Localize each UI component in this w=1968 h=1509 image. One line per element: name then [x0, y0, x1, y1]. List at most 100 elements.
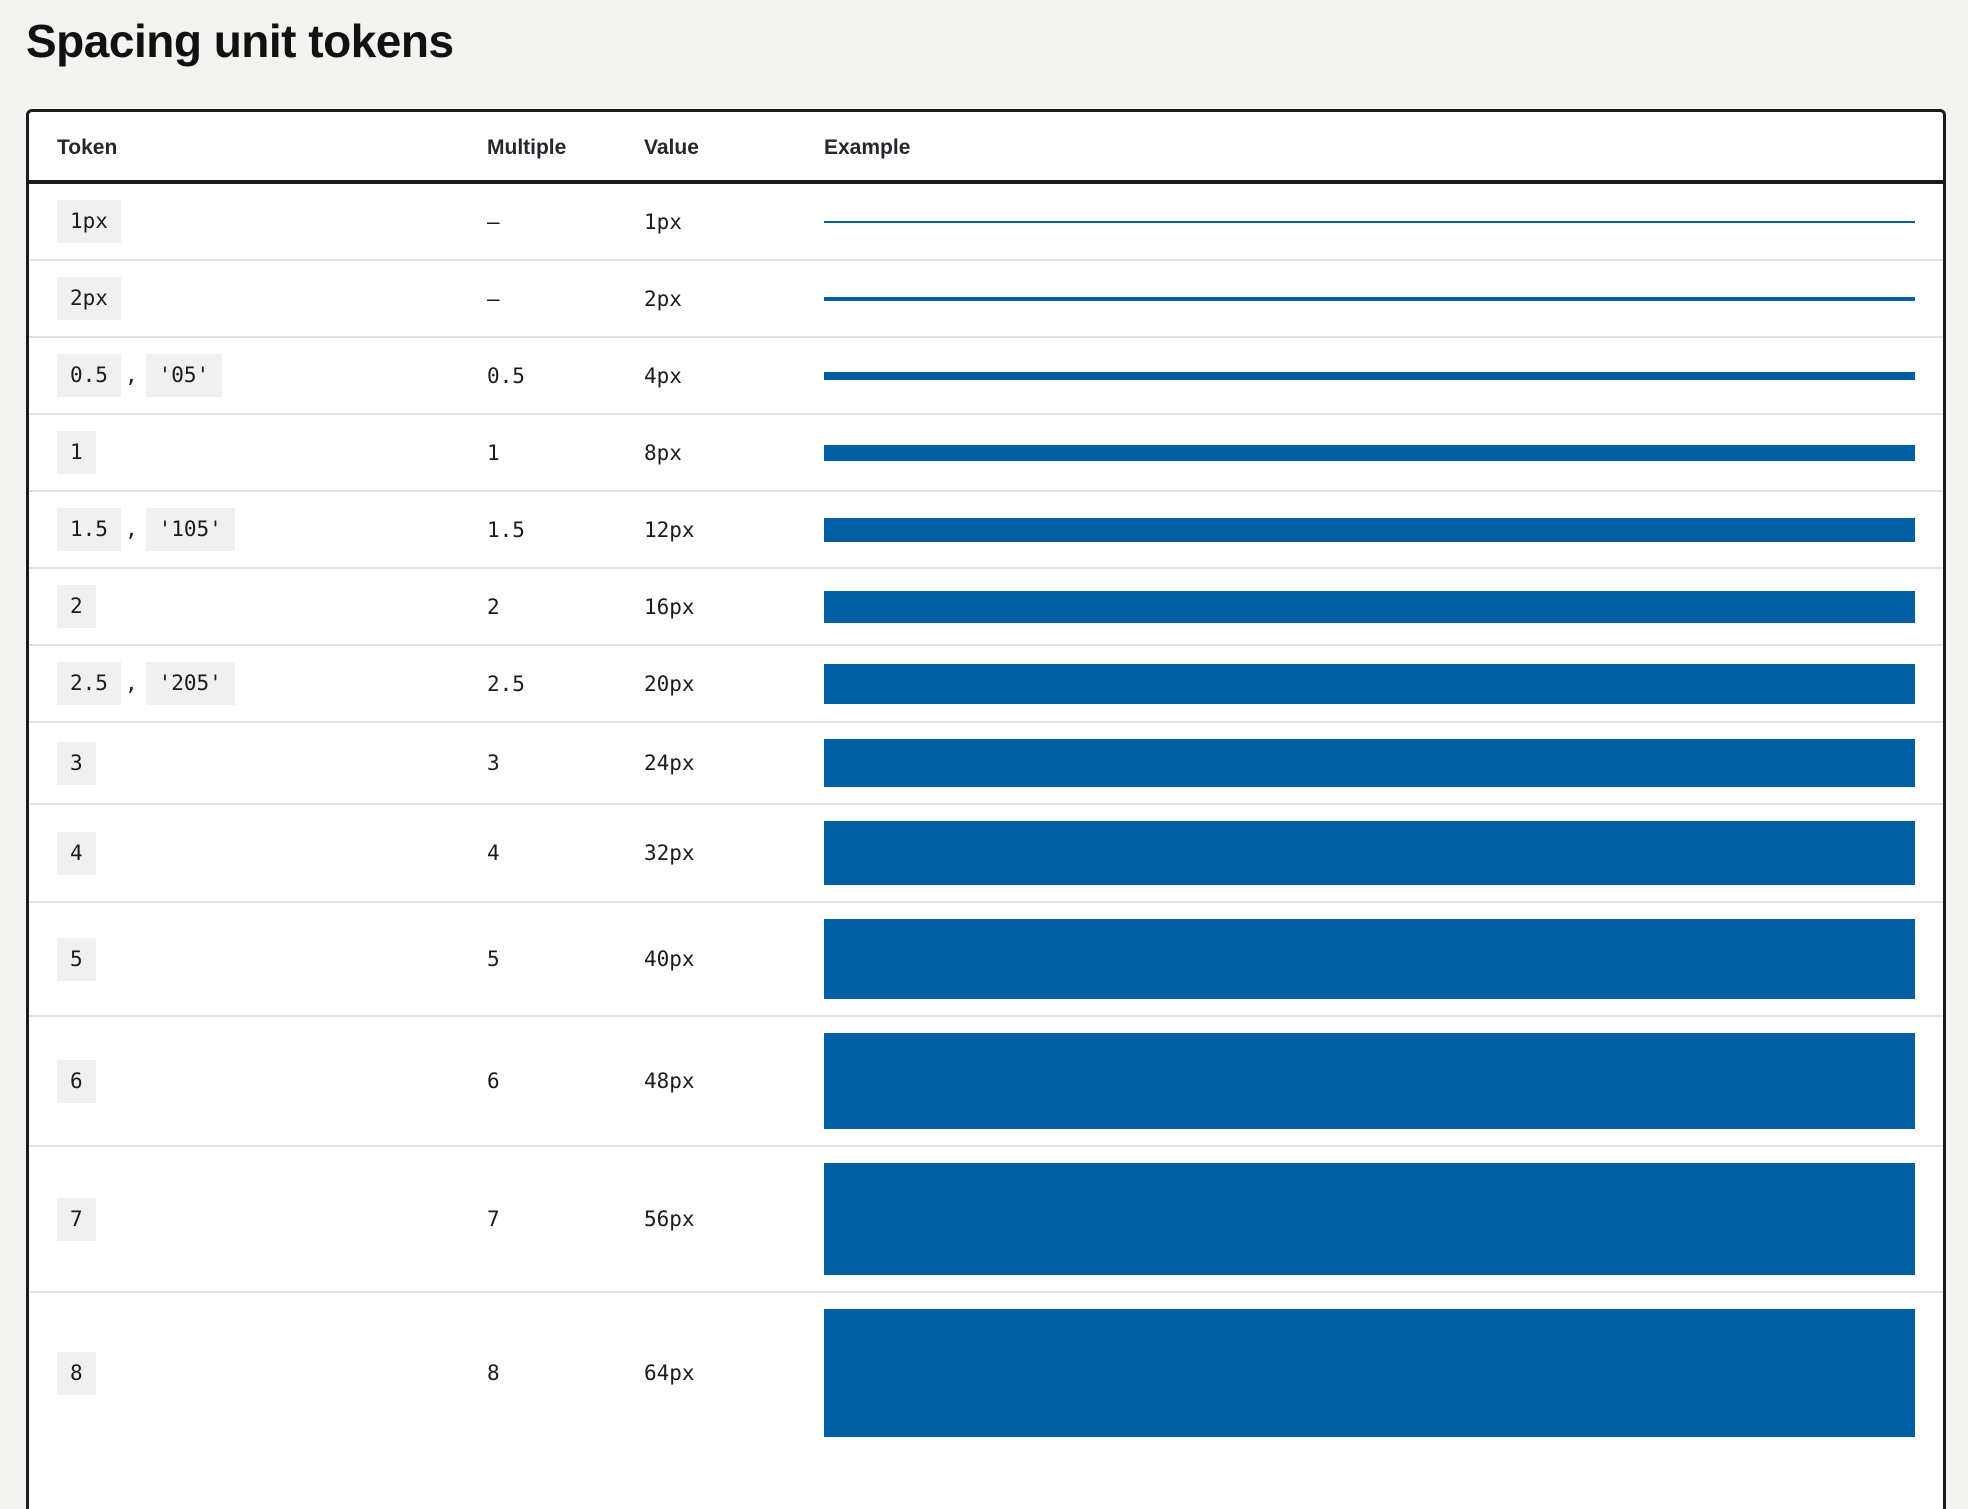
multiple-cell: 8 — [459, 1291, 616, 1454]
table-row: 2 2 16px — [29, 567, 1943, 646]
spacing-example-bar — [824, 220, 1915, 223]
example-cell — [796, 1145, 1943, 1293]
example-cell — [796, 721, 1943, 805]
multiple-cell: 1.5 — [459, 490, 616, 569]
token-cell: 1.5, '105' — [29, 490, 459, 569]
token-cell: 6 — [29, 1015, 459, 1147]
multiple-cell: 2 — [459, 567, 616, 646]
token-cell: 1 — [29, 413, 459, 492]
spacing-example-bar — [824, 371, 1915, 380]
token-cell: 2 — [29, 567, 459, 646]
value-cell: 2px — [616, 259, 796, 338]
table-row: 0.5, '05' 0.5 4px — [29, 336, 1943, 415]
token-cell: 1px — [29, 182, 459, 260]
table-row: 5 5 40px — [29, 901, 1943, 1017]
table-row: 1.5, '105' 1.5 12px — [29, 490, 1943, 569]
token-badge: 1.5 — [57, 508, 121, 552]
value-cell: 4px — [616, 336, 796, 415]
token-badge: 4 — [57, 831, 96, 875]
multiple-cell: – — [459, 259, 616, 338]
spacing-example-bar — [824, 821, 1915, 886]
value-cell: 8px — [616, 413, 796, 492]
example-cell — [796, 803, 1943, 903]
table-row: 7 7 56px — [29, 1145, 1943, 1293]
example-cell — [796, 259, 1943, 338]
token-cell: 2.5, '205' — [29, 644, 459, 723]
value-cell: 56px — [616, 1145, 796, 1293]
multiple-cell: 5 — [459, 901, 616, 1017]
value-cell: 40px — [616, 901, 796, 1017]
token-cell: 7 — [29, 1145, 459, 1293]
token-badge: 2.5 — [57, 662, 121, 706]
multiple-cell: 0.5 — [459, 336, 616, 415]
token-badge: 5 — [57, 937, 96, 981]
token-badge: 6 — [57, 1059, 96, 1103]
example-cell — [796, 644, 1943, 723]
table-header-row: Token Multiple Value Example — [29, 112, 1943, 185]
token-cell: 8 — [29, 1291, 459, 1454]
spacing-example-bar — [824, 1163, 1915, 1276]
value-cell: 64px — [616, 1291, 796, 1454]
multiple-cell: 7 — [459, 1145, 616, 1293]
value-cell: 48px — [616, 1015, 796, 1147]
token-badge: 1px — [57, 200, 121, 244]
value-cell: 20px — [616, 644, 796, 723]
spacing-example-bar — [824, 590, 1915, 623]
value-cell: 16px — [616, 567, 796, 646]
token-badge: 1 — [57, 431, 96, 475]
token-badge: 2px — [57, 277, 121, 321]
column-header: Token — [29, 112, 459, 185]
column-header: Example — [796, 112, 1943, 185]
token-cell: 0.5, '05' — [29, 336, 459, 415]
tokens-table-card: Token Multiple Value Example 1px – 1px 2px … — [26, 109, 1946, 1509]
example-cell — [796, 182, 1943, 260]
spacing-example-bar — [824, 663, 1915, 704]
table-row: 1 1 8px — [29, 413, 1943, 492]
spacing-example-bar — [824, 1309, 1915, 1438]
spacing-example-bar — [824, 1033, 1915, 1130]
multiple-cell: – — [487, 209, 500, 234]
token-cell: 4 — [29, 803, 459, 903]
token-badge: '205' — [145, 662, 235, 706]
multiple-cell: 6 — [459, 1015, 616, 1147]
page-title: Spacing unit tokens — [26, 15, 454, 67]
token-badge: 2 — [57, 585, 96, 629]
table-row: 3 3 24px — [29, 721, 1943, 805]
token-badge: '105' — [145, 508, 235, 552]
multiple-cell: 1 — [459, 413, 616, 492]
table-row: 2.5, '205' 2.5 20px — [29, 644, 1943, 723]
token-badge: 3 — [57, 741, 96, 785]
spacing-tokens-table: Token Multiple Value Example 1px – 1px 2px … — [29, 112, 1943, 1454]
token-badge: 0.5 — [57, 354, 121, 398]
token-cell: 5 — [29, 901, 459, 1017]
example-cell — [796, 413, 1943, 492]
table-row: 2px – 2px — [29, 259, 1943, 338]
token-badge: '05' — [145, 354, 223, 398]
spacing-example-bar — [824, 919, 1915, 1000]
value-cell: 1px — [644, 209, 682, 234]
example-cell — [796, 901, 1943, 1017]
example-cell — [796, 1291, 1943, 1454]
example-cell — [796, 336, 1943, 415]
multiple-cell: 3 — [459, 721, 616, 805]
value-cell: 24px — [616, 721, 796, 805]
token-badge: 8 — [57, 1351, 96, 1395]
table-row: 1px – 1px — [29, 182, 1943, 260]
spacing-example-bar — [824, 517, 1915, 542]
token-badge: 7 — [57, 1197, 96, 1241]
column-header: Value — [616, 112, 796, 185]
spacing-example-bar — [824, 739, 1915, 788]
table-row: 4 4 32px — [29, 803, 1943, 903]
token-separator: , — [124, 363, 138, 388]
example-cell — [796, 490, 1943, 569]
multiple-cell: 4 — [459, 803, 616, 903]
table-row: 8 8 64px — [29, 1291, 1943, 1454]
multiple-cell: 2.5 — [459, 644, 616, 723]
value-cell: 32px — [616, 803, 796, 903]
example-cell — [796, 1015, 1943, 1147]
token-separator: , — [124, 517, 138, 542]
value-cell: 12px — [616, 490, 796, 569]
token-cell: 3 — [29, 721, 459, 805]
example-cell — [796, 567, 1943, 646]
spacing-example-bar — [824, 296, 1915, 301]
